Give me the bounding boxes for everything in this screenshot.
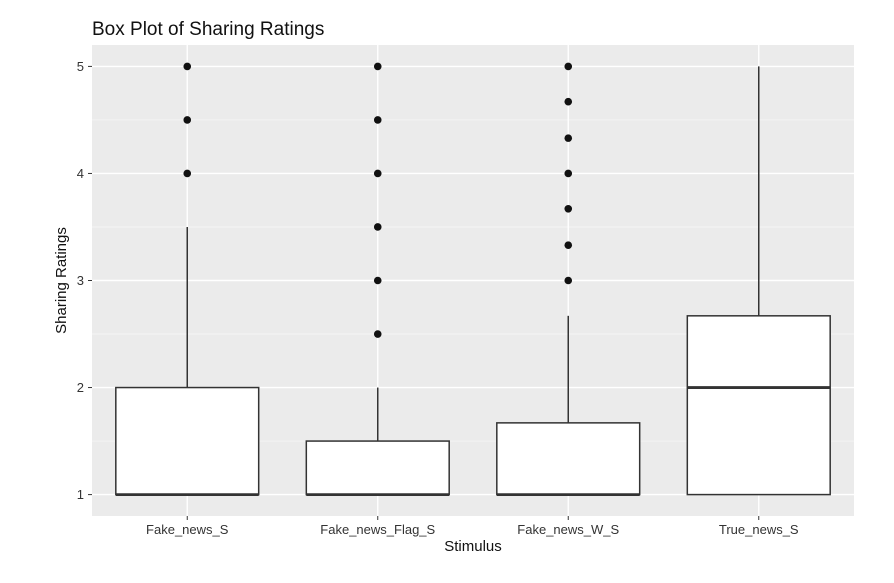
y-axis-label: Sharing Ratings	[53, 227, 70, 334]
outlier-point	[564, 241, 573, 249]
y-tick-label: 5	[77, 59, 84, 74]
outlier-point	[183, 169, 192, 178]
box-Fake_news_W_S	[496, 62, 641, 496]
y-tick-label: 4	[77, 166, 84, 181]
x-axis-label: Stimulus	[444, 538, 502, 555]
box-body	[686, 315, 831, 496]
y-tick-label: 1	[77, 487, 84, 502]
outlier-point	[373, 330, 382, 338]
boxes-layer	[115, 62, 831, 496]
outlier-point	[373, 169, 382, 178]
box-body	[496, 422, 641, 496]
outlier-point	[373, 62, 382, 71]
outlier-point	[564, 97, 573, 106]
outlier-point	[183, 116, 192, 124]
outlier-point	[373, 116, 382, 124]
box-True_news_S	[686, 66, 831, 496]
outlier-point	[564, 62, 573, 71]
x-tick-label: Fake_news_Flag_S	[320, 522, 435, 537]
outlier-point	[373, 276, 382, 285]
y-tick-label: 2	[77, 380, 84, 395]
outlier-point	[564, 134, 573, 142]
box-body	[305, 440, 450, 496]
outlier-point	[564, 169, 573, 178]
box-Fake_news_S	[115, 62, 260, 496]
x-tick-label: Fake_news_S	[146, 522, 229, 537]
y-tick-label: 3	[77, 273, 84, 288]
box-body	[115, 386, 260, 496]
y-axis: 1 2 3 4 5	[77, 59, 92, 502]
outlier-point	[564, 204, 573, 213]
box-Fake_news_Flag_S	[305, 62, 450, 496]
outlier-point	[564, 276, 573, 285]
x-tick-label: True_news_S	[719, 522, 799, 537]
chart-title: Box Plot of Sharing Ratings	[92, 19, 325, 40]
outlier-point	[183, 62, 192, 71]
x-axis: Fake_news_S Fake_news_Flag_S Fake_news_W_S…	[146, 516, 799, 537]
outlier-point	[373, 223, 382, 231]
x-tick-label: Fake_news_W_S	[517, 522, 619, 537]
